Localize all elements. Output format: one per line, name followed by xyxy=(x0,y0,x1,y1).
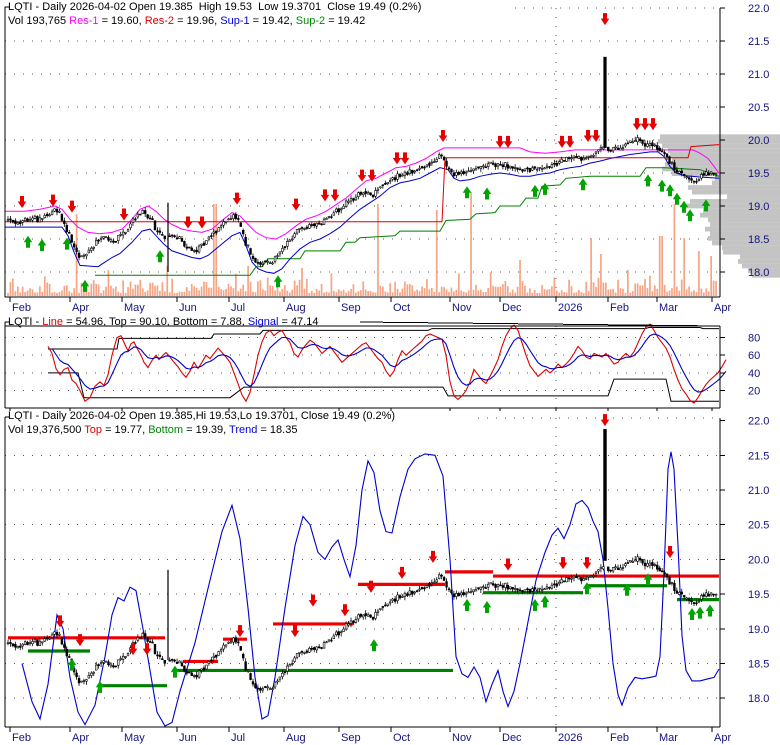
top-value: = 19.77, xyxy=(102,424,149,436)
svg-text:Dec: Dec xyxy=(502,302,522,314)
volume-value-2: Vol 19,376,500 xyxy=(8,424,85,436)
svg-text:2026: 2026 xyxy=(558,302,582,314)
svg-text:19.5: 19.5 xyxy=(748,168,769,180)
svg-text:Oct: Oct xyxy=(393,302,410,314)
svg-text:20.5: 20.5 xyxy=(748,102,769,114)
signal-value: = 47.14 xyxy=(278,316,319,328)
signal-label: Signal xyxy=(247,316,279,328)
top-panel-indicators: Vol 193,765 Res-1 = 19.60, Res-2 = 19.96… xyxy=(8,15,365,28)
top-label: Top xyxy=(84,424,103,436)
svg-text:80: 80 xyxy=(748,333,760,345)
top-bottom-values: = 54.96, Top = 90.10, Bottom = 7.88, xyxy=(63,316,248,328)
oscillator-title: LQTI - Line = 54.96, Top = 90.10, Bottom… xyxy=(8,316,318,329)
ohlc-summary: LQTI - Daily 2026-04-02 Open 19.385 High… xyxy=(8,1,422,13)
svg-text:Apr: Apr xyxy=(72,302,89,314)
symbol-label: LQTI - xyxy=(8,316,43,328)
svg-text:Aug: Aug xyxy=(286,732,306,744)
svg-text:20.0: 20.0 xyxy=(748,135,769,147)
svg-text:Jun: Jun xyxy=(179,302,197,314)
svg-text:Jul: Jul xyxy=(231,732,245,744)
svg-text:60: 60 xyxy=(748,350,760,362)
ohlc-summary-2: LQTI - Daily 2026-04-02 Open 19.385,Hi 1… xyxy=(8,410,396,422)
svg-text:May: May xyxy=(124,732,145,744)
svg-text:19.0: 19.0 xyxy=(748,201,769,213)
daily-price-panel[interactable]: 22.0 21.5 21.0 20.5 20.0 19.5 19.0 18.5 18.0 Feb A… xyxy=(4,3,780,314)
daily-price-panel-2[interactable]: 22.0 21.5 21.0 20.5 20.0 19.5 19.0 18.5 18.0 Feb A… xyxy=(4,414,769,744)
line-label: Line xyxy=(42,316,64,328)
svg-text:40: 40 xyxy=(748,368,760,380)
bottom-value: = 19.39, xyxy=(183,424,230,436)
bottom-panel-title: LQTI - Daily 2026-04-02 Open 19.385,Hi 1… xyxy=(8,410,395,423)
svg-text:19.0: 19.0 xyxy=(748,624,769,636)
svg-text:Feb: Feb xyxy=(12,302,31,314)
sup1-label: Sup-1 xyxy=(220,15,250,27)
sup1-value: = 19.42, xyxy=(249,15,296,27)
res1-value: = 19.60, xyxy=(98,15,145,27)
svg-text:Apr: Apr xyxy=(72,732,89,744)
svg-text:2026: 2026 xyxy=(558,732,582,744)
svg-text:Jul: Jul xyxy=(231,302,245,314)
svg-text:20.0: 20.0 xyxy=(748,554,769,566)
res1-label: Res-1 xyxy=(69,15,99,27)
svg-text:21.0: 21.0 xyxy=(748,69,769,81)
svg-text:Nov: Nov xyxy=(452,302,472,314)
svg-text:Sep: Sep xyxy=(341,302,361,314)
bottom-label: Bottom xyxy=(148,424,184,436)
svg-text:Feb: Feb xyxy=(610,732,629,744)
svg-text:Apr: Apr xyxy=(714,732,731,744)
svg-text:Sep: Sep xyxy=(341,732,361,744)
svg-text:Jun: Jun xyxy=(179,732,197,744)
svg-text:Aug: Aug xyxy=(286,302,306,314)
top-panel-title: LQTI - Daily 2026-04-02 Open 19.385 High… xyxy=(8,1,421,14)
svg-text:20.5: 20.5 xyxy=(748,520,769,532)
sup2-label: Sup-2 xyxy=(295,15,326,27)
svg-text:Feb: Feb xyxy=(12,732,31,744)
sup2-value: = 19.42 xyxy=(325,15,366,27)
svg-text:Mar: Mar xyxy=(659,732,678,744)
svg-text:20: 20 xyxy=(748,386,760,398)
svg-text:Apr: Apr xyxy=(714,302,731,314)
oscillator-panel[interactable]: 80 60 40 20 xyxy=(4,321,760,411)
svg-text:Oct: Oct xyxy=(393,732,410,744)
volume-value: Vol 193,765 xyxy=(8,15,70,27)
svg-text:18.5: 18.5 xyxy=(748,234,769,246)
svg-text:May: May xyxy=(124,302,145,314)
svg-text:21.5: 21.5 xyxy=(748,450,769,462)
res2-label: Res-2 xyxy=(144,15,175,27)
svg-text:Feb: Feb xyxy=(610,302,629,314)
bottom-panel-indicators: Vol 19,376,500 Top = 19.77, Bottom = 19.… xyxy=(8,424,297,437)
trend-label: Trend xyxy=(229,424,258,436)
svg-text:22.0: 22.0 xyxy=(748,416,769,428)
svg-text:Dec: Dec xyxy=(502,732,522,744)
svg-text:18.0: 18.0 xyxy=(748,267,769,279)
svg-text:22.0: 22.0 xyxy=(748,3,769,15)
res2-value: = 19.96, xyxy=(174,15,221,27)
svg-text:18.5: 18.5 xyxy=(748,659,769,671)
svg-text:18.0: 18.0 xyxy=(748,693,769,705)
svg-text:Mar: Mar xyxy=(659,302,678,314)
svg-text:19.5: 19.5 xyxy=(748,589,769,601)
svg-text:21.0: 21.0 xyxy=(748,485,769,497)
trend-value: = 18.35 xyxy=(257,424,298,436)
svg-text:21.5: 21.5 xyxy=(748,36,769,48)
svg-text:Nov: Nov xyxy=(452,732,472,744)
